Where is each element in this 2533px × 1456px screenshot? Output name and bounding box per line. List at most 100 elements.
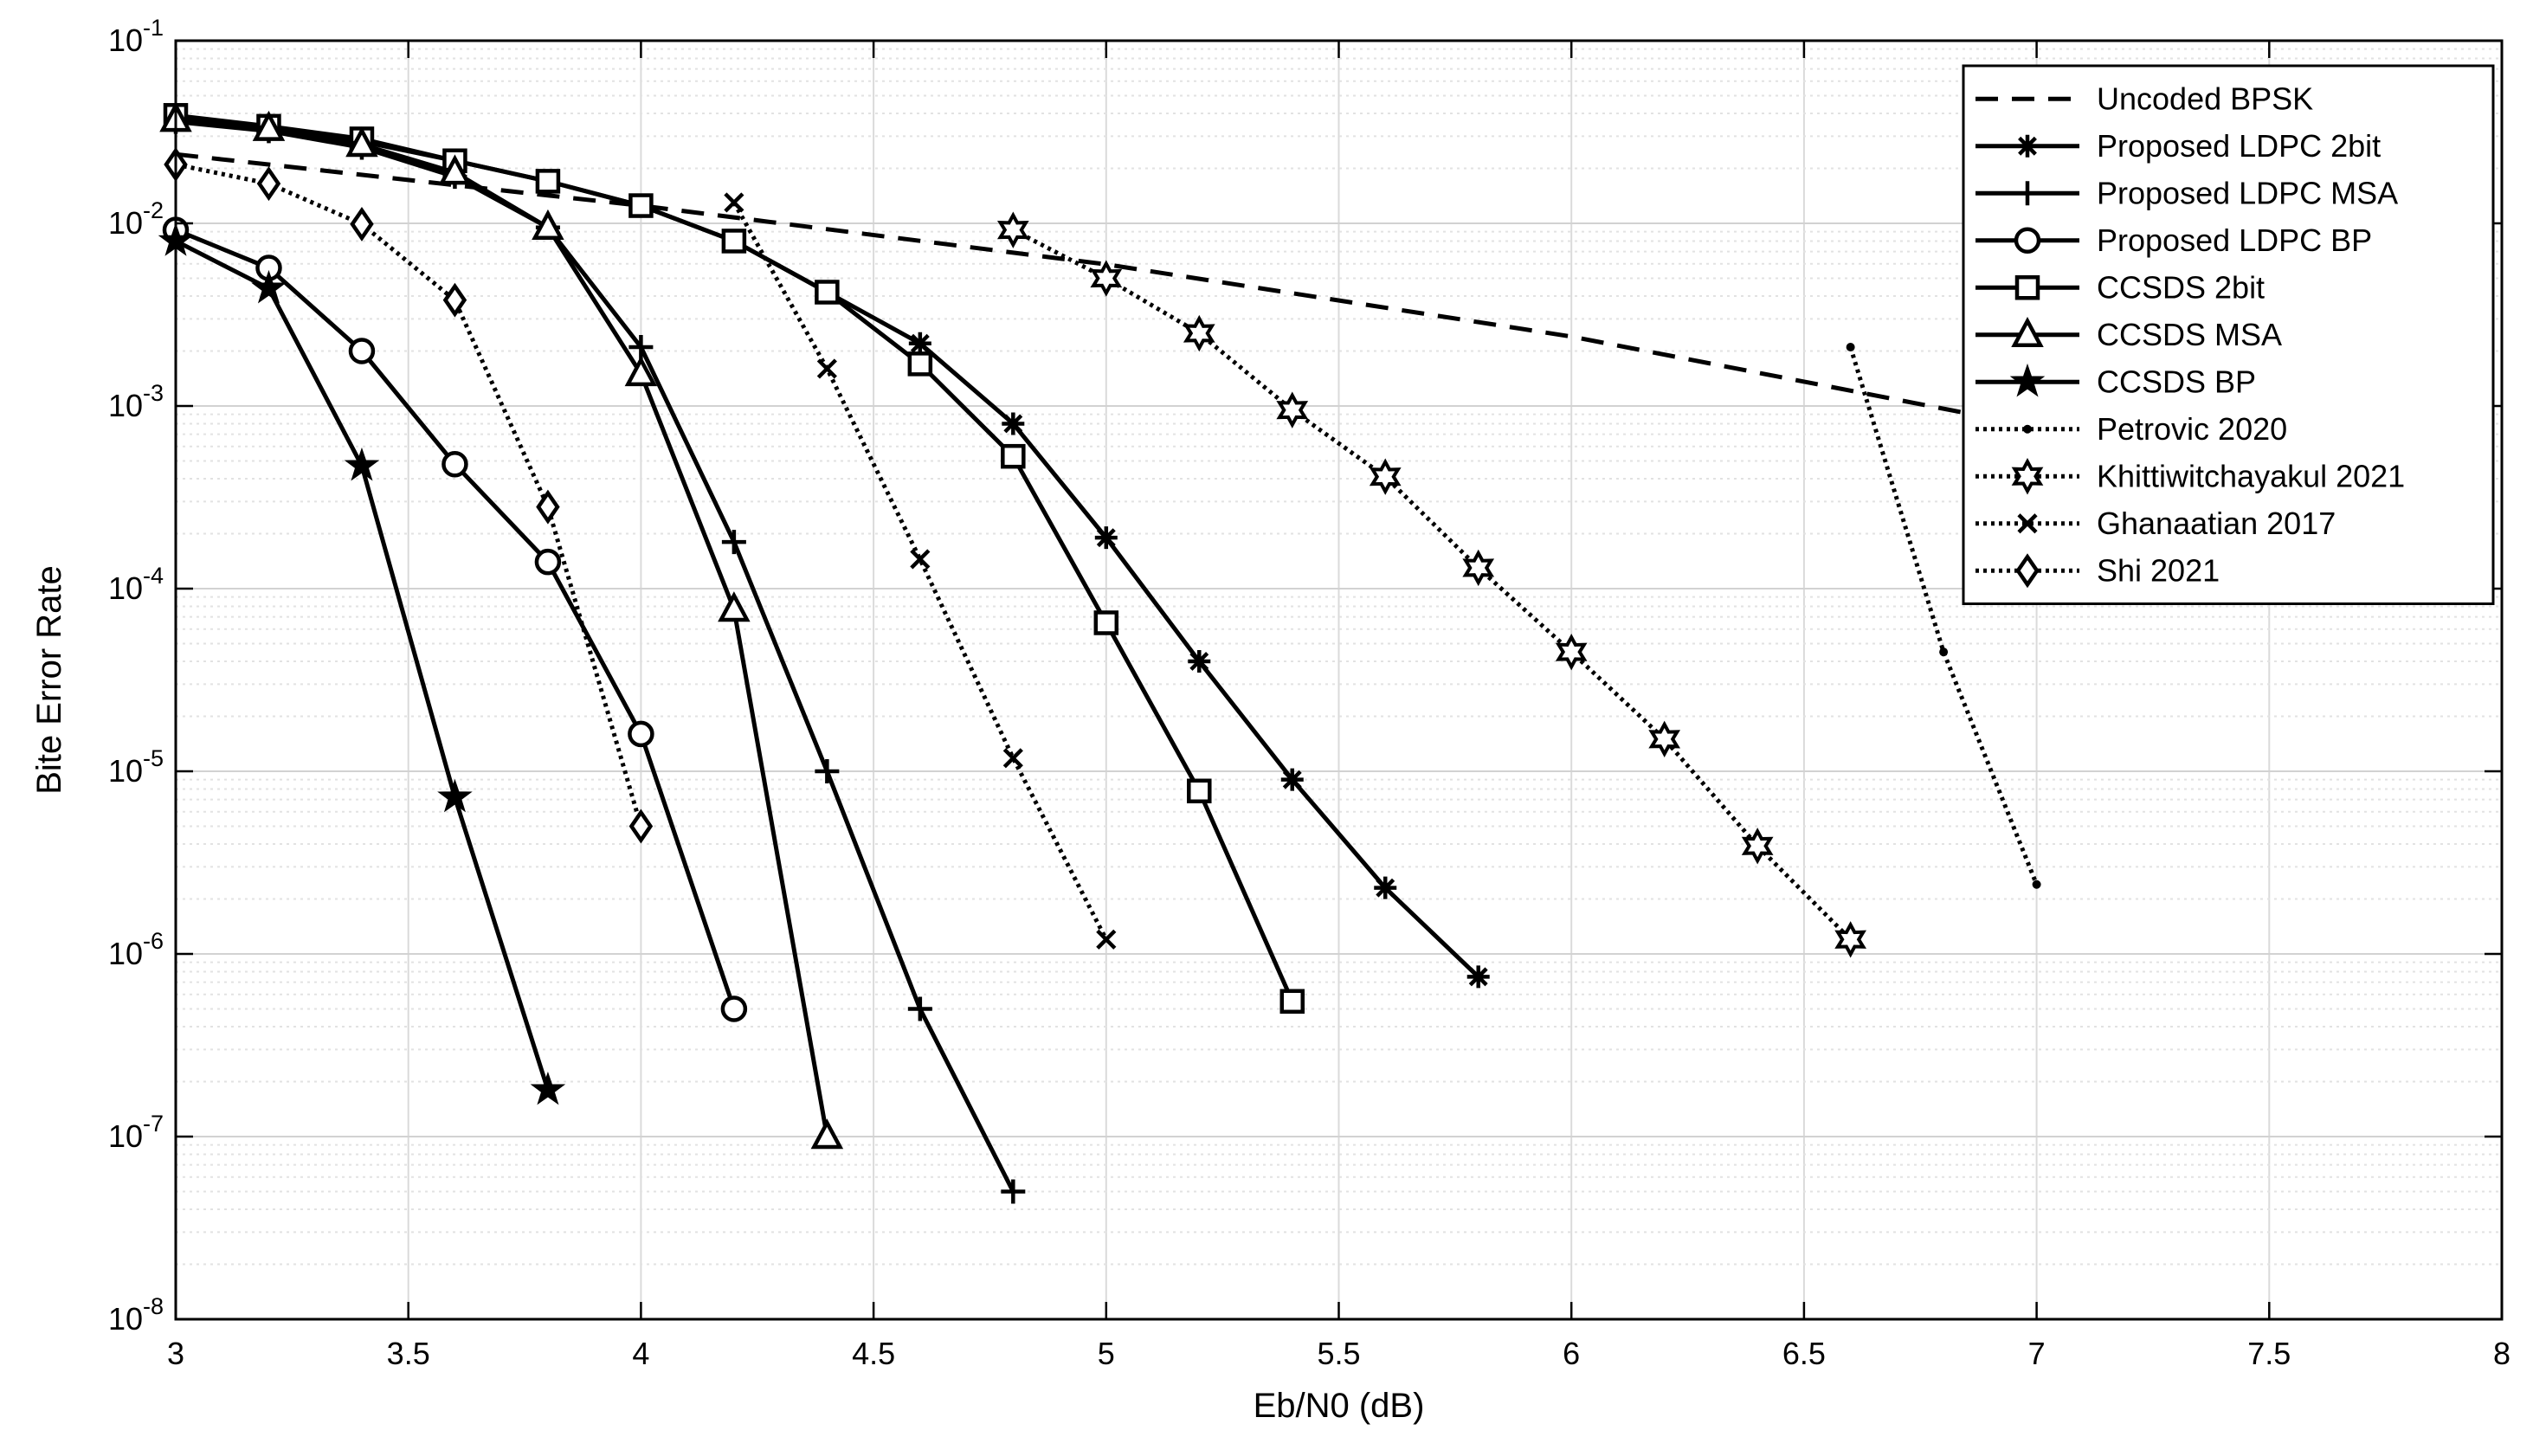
legend-item: Proposed LDPC 2bit bbox=[1975, 128, 2381, 164]
data-point bbox=[438, 154, 472, 185]
data-point bbox=[721, 530, 746, 555]
data-point bbox=[1280, 768, 1304, 791]
data-point bbox=[996, 211, 1029, 248]
data-point bbox=[251, 269, 287, 304]
data-point bbox=[1276, 391, 1309, 428]
data-point bbox=[2015, 181, 2040, 206]
data-point bbox=[628, 720, 654, 748]
series-line bbox=[175, 151, 2503, 540]
y-tick-label: 10-6 bbox=[108, 928, 164, 971]
data-point bbox=[252, 110, 286, 141]
legend-item: Khittiwitchayakul 2021 bbox=[1975, 458, 2405, 495]
series-line bbox=[175, 162, 643, 828]
data-point bbox=[2011, 316, 2044, 347]
data-point bbox=[815, 759, 840, 783]
series-line bbox=[732, 201, 1109, 941]
y-tick-label: 10-1 bbox=[108, 15, 164, 58]
data-point bbox=[2014, 275, 2040, 300]
data-point bbox=[1093, 610, 1119, 635]
legend-item: Petrovic 2020 bbox=[1975, 411, 2287, 447]
legend-item: CCSDS BP bbox=[1975, 363, 2256, 399]
legend-item: CCSDS MSA bbox=[1975, 317, 2282, 352]
legend-item: Proposed LDPC MSA bbox=[1975, 175, 2398, 210]
data-point bbox=[442, 282, 467, 318]
data-point bbox=[718, 591, 751, 622]
data-point bbox=[815, 280, 840, 305]
data-point bbox=[442, 451, 468, 478]
data-point bbox=[816, 358, 837, 379]
data-point bbox=[1002, 412, 1025, 435]
data-point bbox=[721, 229, 747, 254]
series-uncoded-bpsk bbox=[175, 151, 2503, 540]
data-point bbox=[1939, 647, 1949, 657]
data-point bbox=[345, 126, 378, 158]
data-point bbox=[724, 192, 744, 213]
legend-label: CCSDS 2bit bbox=[2097, 269, 2265, 305]
x-tick-label: 4.5 bbox=[852, 1336, 895, 1371]
tick-labels: 3 3.5 4 4.5 5 5.5 6 6.5 7 7.5 8 10-8 10-7 10-6 10-5 10-… bbox=[108, 15, 2510, 1371]
data-point bbox=[1090, 260, 1123, 297]
data-point bbox=[628, 809, 654, 844]
series-khittiwitchayakul-2021 bbox=[996, 211, 1866, 958]
x-tick-label: 3.5 bbox=[387, 1336, 430, 1371]
data-point bbox=[532, 209, 564, 240]
y-tick-label: 10-5 bbox=[108, 745, 164, 789]
series-ccsds-bp bbox=[158, 222, 566, 1105]
x-tick-label: 5 bbox=[1098, 1336, 1115, 1371]
legend-label: Proposed LDPC MSA bbox=[2097, 175, 2398, 210]
data-point bbox=[1555, 633, 1588, 671]
data-point bbox=[344, 447, 380, 481]
y-tick-label: 10-7 bbox=[108, 1111, 164, 1154]
data-point bbox=[2015, 553, 2040, 589]
data-point bbox=[2017, 513, 2038, 534]
data-point bbox=[256, 166, 281, 202]
data-point bbox=[1187, 778, 1212, 804]
data-point bbox=[535, 169, 561, 194]
x-axis-label: Eb/N0 (dB) bbox=[1254, 1387, 1425, 1425]
data-point bbox=[350, 206, 374, 242]
legend-item: Ghanaatian 2017 bbox=[1975, 506, 2336, 541]
data-point bbox=[2032, 879, 2041, 889]
x-tick-label: 7 bbox=[2028, 1336, 2046, 1371]
legend: Uncoded BPSK Proposed LDPC 2bit Proposed L… bbox=[1962, 64, 2495, 605]
data-point bbox=[1834, 921, 1866, 958]
legend-label: Proposed LDPC BP bbox=[2097, 222, 2372, 258]
legend-label: Ghanaatian 2017 bbox=[2097, 506, 2336, 541]
x-tick-label: 6 bbox=[1563, 1336, 1580, 1371]
legend-label: CCSDS BP bbox=[2097, 364, 2256, 399]
series-line bbox=[175, 117, 829, 1137]
y-tick-label: 10-8 bbox=[108, 1293, 164, 1337]
legend-label: Proposed LDPC 2bit bbox=[2097, 128, 2381, 164]
data-point bbox=[1279, 989, 1305, 1015]
data-point bbox=[1741, 828, 1774, 865]
y-tick-label: 10-4 bbox=[108, 563, 164, 606]
legend-label: Khittiwitchayakul 2021 bbox=[2097, 458, 2405, 493]
data-point bbox=[1462, 549, 1495, 587]
data-point bbox=[628, 335, 654, 360]
data-point bbox=[1094, 526, 1118, 550]
data-point bbox=[2023, 424, 2032, 434]
y-tick-label: 10-3 bbox=[108, 380, 164, 423]
data-point bbox=[1188, 649, 1211, 673]
series-line bbox=[1012, 228, 1853, 942]
data-point bbox=[720, 995, 748, 1022]
data-point bbox=[1096, 929, 1117, 950]
legend-label: Petrovic 2020 bbox=[2097, 411, 2287, 447]
data-point bbox=[810, 1118, 844, 1150]
legend-item: CCSDS 2bit bbox=[1975, 269, 2265, 305]
data-point bbox=[910, 549, 931, 570]
legend-item: Proposed LDPC BP bbox=[1975, 222, 2372, 258]
data-point bbox=[536, 489, 560, 525]
data-point bbox=[907, 351, 933, 377]
data-point bbox=[624, 356, 658, 387]
data-point bbox=[1648, 720, 1681, 758]
data-point bbox=[1001, 443, 1026, 469]
series-proposed-ldpc-bp bbox=[162, 216, 748, 1022]
data-point bbox=[2014, 227, 2041, 254]
data-point bbox=[1183, 314, 1215, 352]
y-axis-label: Bite Error Rate bbox=[30, 565, 68, 795]
data-point bbox=[437, 778, 473, 813]
x-tick-label: 6.5 bbox=[1782, 1336, 1826, 1371]
data-point bbox=[1001, 1179, 1026, 1204]
